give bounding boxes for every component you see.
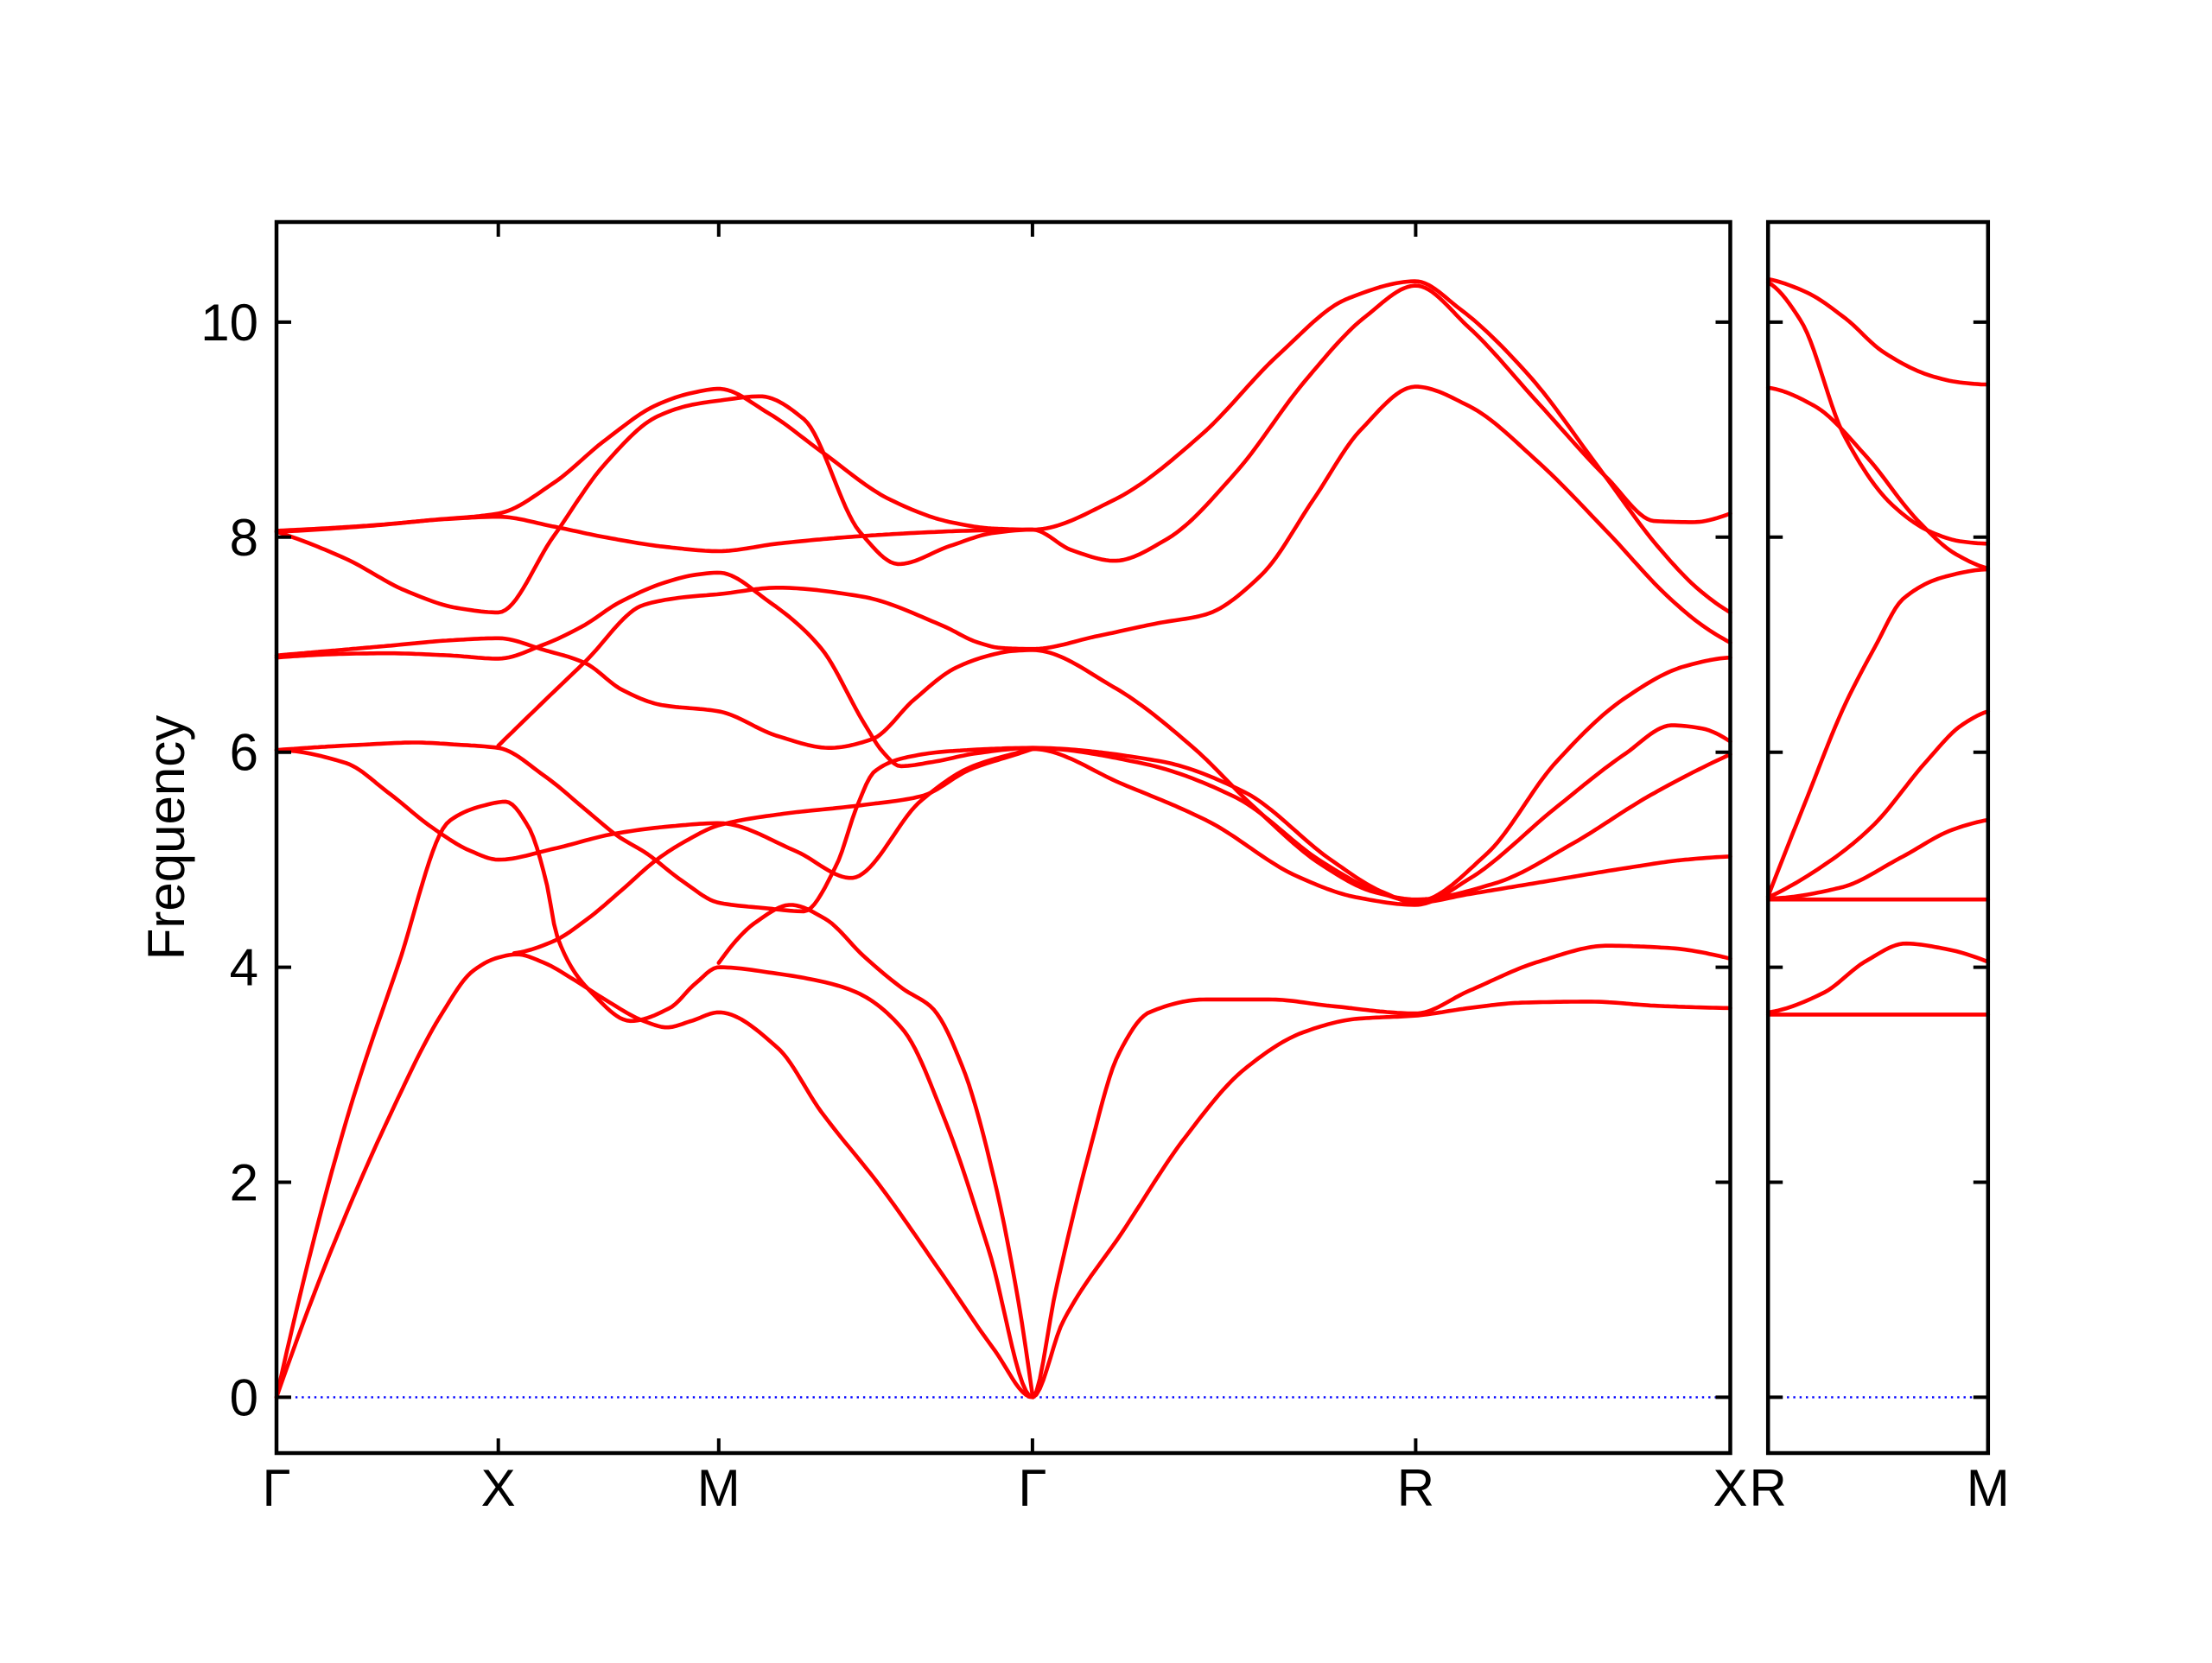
svg-text:Γ: Γ bbox=[1018, 1459, 1046, 1517]
svg-text:10: 10 bbox=[200, 294, 258, 352]
svg-text:2: 2 bbox=[230, 1154, 258, 1212]
svg-text:M: M bbox=[1967, 1459, 2010, 1517]
svg-text:R: R bbox=[1750, 1459, 1787, 1517]
svg-text:X: X bbox=[1713, 1459, 1747, 1517]
svg-text:8: 8 bbox=[230, 509, 258, 567]
svg-text:Frequency: Frequency bbox=[137, 715, 195, 960]
svg-text:X: X bbox=[481, 1459, 516, 1517]
svg-text:6: 6 bbox=[230, 724, 258, 782]
svg-text:0: 0 bbox=[230, 1368, 258, 1426]
svg-text:Γ: Γ bbox=[262, 1459, 290, 1517]
svg-text:R: R bbox=[1397, 1459, 1434, 1517]
svg-text:M: M bbox=[697, 1459, 741, 1517]
svg-text:4: 4 bbox=[230, 939, 258, 997]
